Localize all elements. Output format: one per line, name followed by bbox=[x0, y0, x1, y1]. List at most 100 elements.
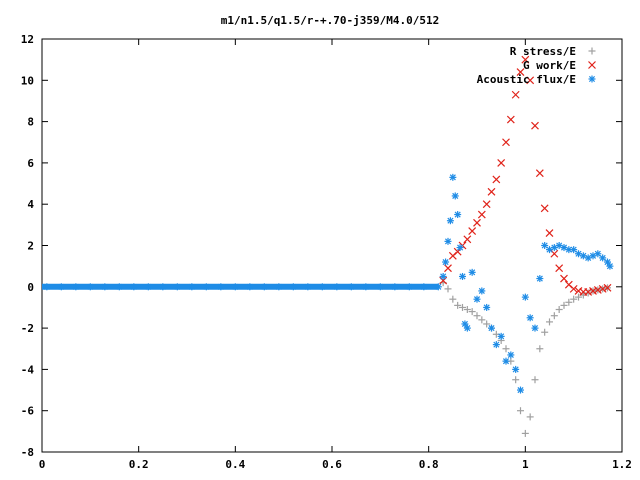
data-point bbox=[599, 254, 607, 262]
legend-label: R stress/E bbox=[510, 45, 576, 58]
data-point bbox=[594, 250, 602, 258]
data-point bbox=[526, 413, 534, 421]
data-point bbox=[560, 301, 568, 309]
data-point bbox=[555, 306, 563, 314]
data-point bbox=[497, 158, 506, 167]
data-point bbox=[482, 200, 491, 209]
data-point bbox=[442, 258, 450, 266]
data-point bbox=[541, 242, 549, 249]
data-point bbox=[487, 187, 496, 196]
legend-label: G work/E bbox=[523, 59, 576, 72]
data-point bbox=[502, 345, 510, 353]
x-tick-label: 1.2 bbox=[612, 458, 632, 471]
data-point bbox=[115, 283, 123, 291]
y-tick-label: 4 bbox=[27, 198, 34, 211]
data-point bbox=[483, 320, 491, 328]
data-point bbox=[376, 283, 384, 291]
data-point bbox=[483, 303, 491, 311]
y-tick-label: 8 bbox=[27, 116, 34, 129]
data-point bbox=[502, 138, 510, 147]
data-point bbox=[506, 115, 515, 124]
data-point bbox=[231, 283, 239, 291]
data-point bbox=[463, 324, 471, 332]
y-tick-label: -6 bbox=[21, 405, 35, 418]
data-point bbox=[488, 324, 495, 332]
legend-label: Acoustic flux/E bbox=[477, 73, 576, 86]
series-0 bbox=[439, 279, 611, 437]
data-point bbox=[555, 264, 564, 273]
data-point bbox=[526, 76, 535, 85]
data-point bbox=[512, 376, 520, 384]
data-point bbox=[289, 283, 297, 291]
x-tick-label: 0.6 bbox=[322, 458, 342, 471]
data-point bbox=[517, 386, 524, 394]
chart-title: m1/n1.5/q1.5/r-+.70-j359/M4.0/512 bbox=[221, 14, 440, 27]
data-point bbox=[531, 324, 539, 332]
data-point bbox=[275, 283, 283, 291]
data-point bbox=[173, 283, 181, 291]
data-point bbox=[473, 312, 481, 320]
data-point bbox=[468, 308, 476, 316]
legend-marker bbox=[588, 61, 596, 69]
data-point bbox=[511, 90, 520, 99]
data-point bbox=[502, 357, 510, 365]
data-point bbox=[318, 283, 326, 291]
data-point bbox=[43, 283, 51, 291]
data-point bbox=[463, 306, 471, 314]
data-point bbox=[606, 262, 614, 270]
data-point bbox=[459, 303, 466, 311]
data-point bbox=[575, 293, 582, 301]
data-point bbox=[463, 235, 472, 244]
data-point bbox=[492, 341, 500, 349]
data-point bbox=[304, 283, 312, 291]
y-tick-label: 0 bbox=[27, 281, 34, 294]
legend-marker bbox=[588, 47, 596, 55]
data-point bbox=[439, 272, 447, 280]
data-point bbox=[492, 175, 501, 184]
data-point bbox=[347, 283, 355, 291]
data-point bbox=[521, 55, 530, 64]
data-point bbox=[391, 283, 399, 291]
data-point bbox=[459, 272, 466, 280]
data-point bbox=[454, 301, 462, 309]
data-point bbox=[541, 328, 549, 336]
data-point bbox=[517, 407, 524, 415]
y-tick-label: -4 bbox=[21, 363, 35, 376]
data-point bbox=[526, 314, 534, 322]
data-point bbox=[420, 283, 428, 291]
data-point bbox=[570, 246, 578, 254]
data-point bbox=[516, 68, 525, 76]
data-point bbox=[603, 283, 612, 292]
x-tick-label: 0 bbox=[39, 458, 46, 471]
data-point bbox=[434, 283, 442, 291]
data-point bbox=[477, 210, 486, 219]
data-point bbox=[546, 318, 553, 326]
data-point bbox=[444, 264, 452, 273]
data-point bbox=[454, 211, 462, 219]
data-point bbox=[405, 283, 413, 291]
data-point bbox=[536, 345, 544, 353]
y-tick-label: 12 bbox=[21, 33, 34, 46]
x-tick-label: 0.4 bbox=[225, 458, 245, 471]
data-point bbox=[72, 283, 80, 291]
data-point bbox=[449, 173, 457, 181]
data-point bbox=[497, 332, 505, 340]
data-point bbox=[444, 237, 452, 245]
series-2 bbox=[42, 173, 614, 394]
data-point bbox=[569, 284, 578, 293]
y-tick-label: 10 bbox=[21, 74, 34, 87]
data-point bbox=[446, 217, 454, 225]
data-point bbox=[545, 229, 554, 238]
data-point bbox=[589, 287, 597, 295]
series-layer bbox=[42, 55, 614, 437]
y-tick-label: -8 bbox=[21, 446, 34, 459]
data-point bbox=[246, 283, 254, 291]
data-point bbox=[333, 283, 341, 291]
data-point bbox=[560, 274, 568, 283]
data-point bbox=[521, 429, 529, 437]
data-point bbox=[584, 288, 593, 296]
data-point bbox=[473, 295, 481, 303]
data-point bbox=[550, 312, 558, 320]
data-point bbox=[540, 204, 549, 213]
